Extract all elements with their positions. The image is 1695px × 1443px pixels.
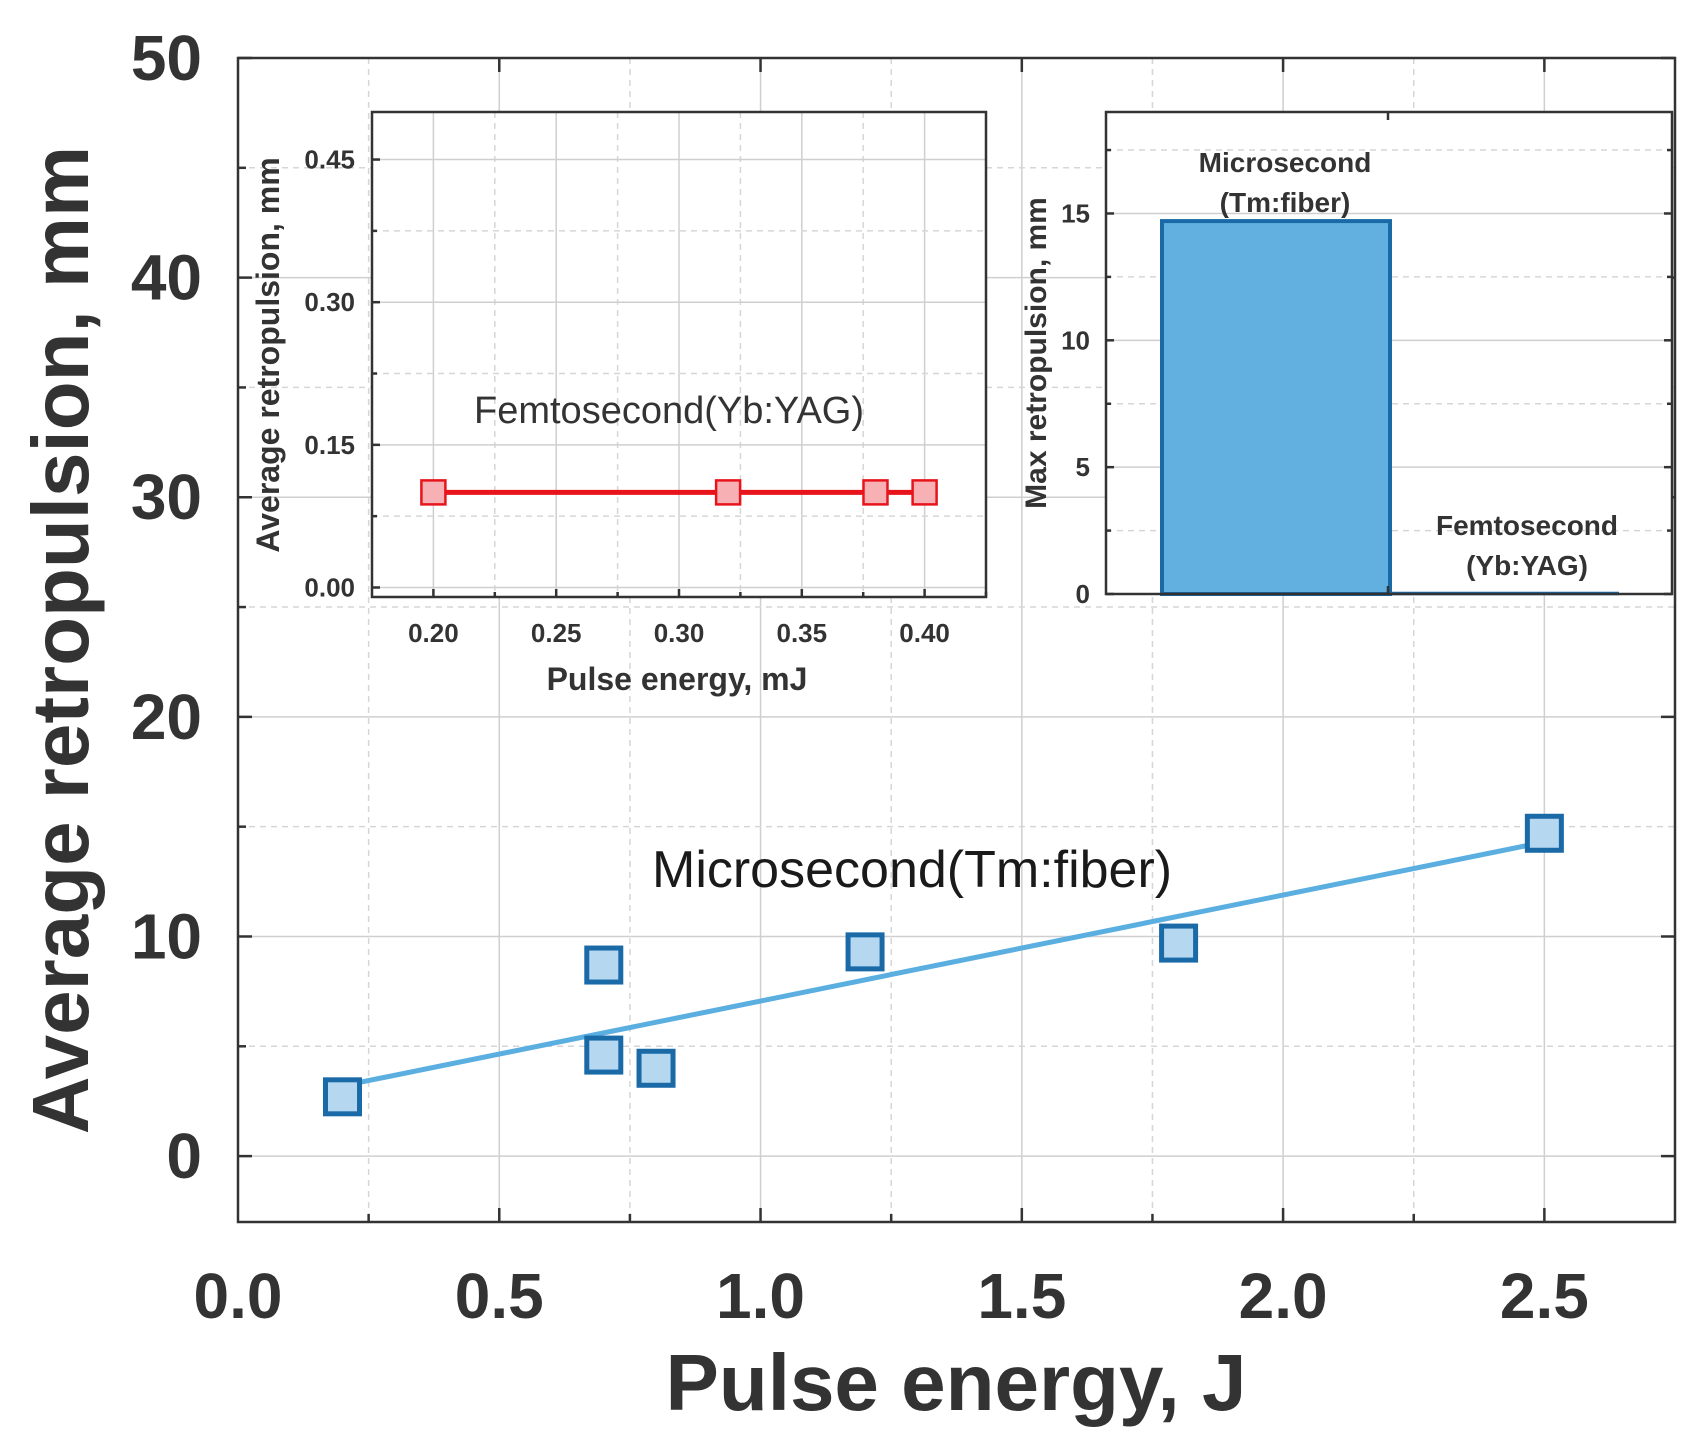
- main-plot-frame: [236, 56, 1677, 1224]
- main-x-tick-label: 0.5: [455, 1260, 544, 1332]
- inset-line-frame: [370, 110, 988, 599]
- main-y-tick-label: 50: [131, 22, 202, 94]
- inset-bar-y-tick-label: 0: [1076, 579, 1090, 609]
- inset-line-series: [420, 479, 938, 506]
- inset-bar-chart: 0 5 10 15 Max retropulsion, mm Microsecond …: [1020, 110, 1674, 609]
- main-data-point: [1524, 813, 1564, 853]
- main-data-point: [1159, 923, 1199, 963]
- main-y-tick-labels: 0 10 20 30 40 50: [131, 22, 202, 1192]
- main-y-tick-label: 10: [131, 900, 202, 972]
- main-fit-line: [342, 839, 1545, 1089]
- inset-line-x-tick-labels: 0.20 0.25 0.30 0.35 0.40: [408, 618, 950, 648]
- bar-label-microsecond: Microsecond (Tm:fiber): [1199, 147, 1372, 218]
- bar-label-femtosecond-line1: Femtosecond: [1436, 510, 1618, 541]
- main-x-tick-label: 2.0: [1239, 1260, 1328, 1332]
- inset-line-data-point: [714, 479, 742, 506]
- inset-bar-frame: [1104, 110, 1674, 596]
- inset-line-chart: 0.20 0.25 0.30 0.35 0.40 0.00 0.15 0.30 0.45 Pu…: [250, 110, 988, 697]
- bar-label-microsecond-line2: (Tm:fiber): [1220, 187, 1351, 218]
- main-data-point: [584, 945, 624, 985]
- inset-bar-y-tick-label: 10: [1061, 325, 1090, 355]
- main-points: [323, 813, 1564, 1117]
- inset-line-y-tick-label: 0.00: [304, 572, 355, 602]
- inset-line-data-point: [862, 479, 889, 506]
- inset-line-annotation: Femtosecond(Yb:YAG): [474, 390, 864, 432]
- main-data-point: [323, 1077, 363, 1117]
- inset-bar-y-tick-label: 15: [1061, 198, 1090, 228]
- inset-line-y-tick-label: 0.30: [304, 287, 355, 317]
- inset-line-y-axis-title: Average retropulsion, mm: [250, 157, 286, 552]
- main-y-tick-label: 20: [131, 681, 202, 753]
- bar-label-microsecond-line1: Microsecond: [1199, 147, 1372, 178]
- main-x-tick-label: 0.0: [194, 1260, 283, 1332]
- inset-line-x-tick-label: 0.40: [899, 618, 950, 648]
- main-y-axis-title: Average retropulsion, mm: [16, 146, 105, 1134]
- inset-line-y-tick-labels: 0.00 0.15 0.30 0.45: [304, 145, 355, 603]
- main-y-tick-label: 40: [131, 242, 202, 314]
- inset-bar-y-tick-label: 5: [1076, 452, 1090, 482]
- bar-microsecond: [1160, 219, 1392, 597]
- inset-line-x-tick-label: 0.20: [408, 618, 459, 648]
- main-x-tick-label: 2.5: [1500, 1260, 1589, 1332]
- main-x-tick-label: 1.0: [716, 1260, 805, 1332]
- bar-label-femtosecond-line2: (Yb:YAG): [1466, 550, 1588, 581]
- main-data-point: [845, 932, 885, 972]
- main-y-tick-label: 0: [166, 1120, 202, 1192]
- inset-bar-y-tick-labels: 0 5 10 15: [1061, 198, 1090, 609]
- inset-bar-y-axis-title: Max retropulsion, mm: [1020, 197, 1053, 509]
- main-y-tick-label: 30: [131, 461, 202, 533]
- main-data-point: [584, 1035, 624, 1075]
- main-data-point: [636, 1048, 676, 1088]
- main-fit: [342, 839, 1545, 1089]
- main-x-tick-label: 1.5: [977, 1260, 1066, 1332]
- inset-line-x-tick-label: 0.25: [531, 618, 582, 648]
- main-x-axis-title: Pulse energy, J: [665, 1338, 1246, 1427]
- main-series-annotation: Microsecond(Tm:fiber): [652, 841, 1172, 899]
- inset-line-x-tick-label: 0.30: [654, 618, 705, 648]
- bar-label-femtosecond: Femtosecond (Yb:YAG): [1436, 510, 1618, 581]
- inset-line-data-point: [911, 479, 938, 506]
- main-x-tick-labels: 0.0 0.5 1.0 1.5 2.0 2.5: [194, 1260, 1589, 1332]
- inset-line-y-tick-label: 0.45: [304, 145, 355, 175]
- inset-line-x-tick-label: 0.35: [776, 618, 827, 648]
- inset-line-y-tick-label: 0.15: [304, 430, 355, 460]
- inset-line-x-axis-title: Pulse energy, mJ: [547, 661, 808, 697]
- inset-line-data-point: [420, 479, 447, 506]
